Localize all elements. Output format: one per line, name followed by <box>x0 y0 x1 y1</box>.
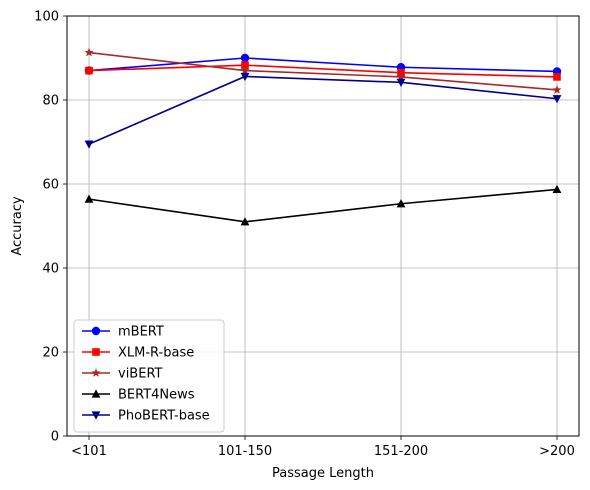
y-tick-label: 60 <box>42 178 59 193</box>
y-tick-label: 20 <box>42 346 59 361</box>
x-tick-label: 151-200 <box>374 444 428 459</box>
legend-label: viBERT <box>118 367 163 382</box>
data-point <box>85 66 93 75</box>
legend-swatch-marker <box>91 326 101 336</box>
x-tick-label: >200 <box>539 444 575 459</box>
data-point <box>240 65 250 75</box>
y-axis-ticks: 0 20 40 60 80 100 <box>34 10 67 445</box>
series-line <box>88 51 558 91</box>
legend-label: mBERT <box>118 325 164 340</box>
legend-swatch-marker <box>91 368 101 377</box>
series-mbert <box>84 53 562 76</box>
plot-frame <box>66 15 580 437</box>
data-point <box>552 184 562 194</box>
data-point <box>84 47 94 57</box>
y-tick-label: 40 <box>42 262 59 277</box>
legend-entry: BERT4News <box>82 388 195 403</box>
data-point <box>552 95 562 104</box>
x-tick-label: 101-150 <box>218 444 272 459</box>
legend-entry: mBERT <box>82 325 164 340</box>
y-tick-label: 0 <box>51 430 59 445</box>
legend-swatch-marker <box>92 348 100 356</box>
series-line <box>88 75 558 145</box>
data-point <box>396 72 406 81</box>
series-line <box>88 64 558 78</box>
data-point <box>553 73 561 81</box>
legend-swatch-marker <box>91 411 101 420</box>
legend-label: BERT4News <box>118 388 195 403</box>
y-axis-label: Accuracy <box>10 196 25 256</box>
legend-frame <box>73 319 225 433</box>
y-tick-label: 80 <box>42 94 59 109</box>
legend: mBERT XLM-R-base viBERT BERT4News PhoBERT-ba… <box>73 319 225 433</box>
series-xlm-r-base <box>85 61 561 81</box>
data-point <box>240 53 250 63</box>
series-bert4news <box>84 184 562 226</box>
legend-swatch-marker <box>91 389 101 398</box>
data-point <box>552 85 562 94</box>
series-vibert <box>84 47 562 94</box>
data-point <box>84 140 94 149</box>
series-line <box>88 57 558 73</box>
data-point <box>396 199 406 208</box>
legend-entry: PhoBERT-base <box>82 409 210 424</box>
x-axis-ticks: <101 101-150 151-200 >200 <box>71 436 575 459</box>
data-point <box>240 72 250 82</box>
data-point <box>396 78 406 87</box>
x-tick-label: <101 <box>71 444 107 459</box>
legend-label: XLM-R-base <box>118 346 194 361</box>
data-point <box>241 61 249 69</box>
series-layer <box>84 47 562 226</box>
y-tick-label: 100 <box>34 10 59 25</box>
series-line <box>88 188 558 223</box>
legend-label: PhoBERT-base <box>118 409 210 424</box>
series-phobert-base <box>84 72 562 149</box>
x-axis-label: Passage Length <box>272 466 374 481</box>
data-point <box>84 194 94 203</box>
legend-entry: viBERT <box>82 367 163 382</box>
data-point <box>240 217 250 226</box>
legend-entry: XLM-R-base <box>82 346 194 361</box>
